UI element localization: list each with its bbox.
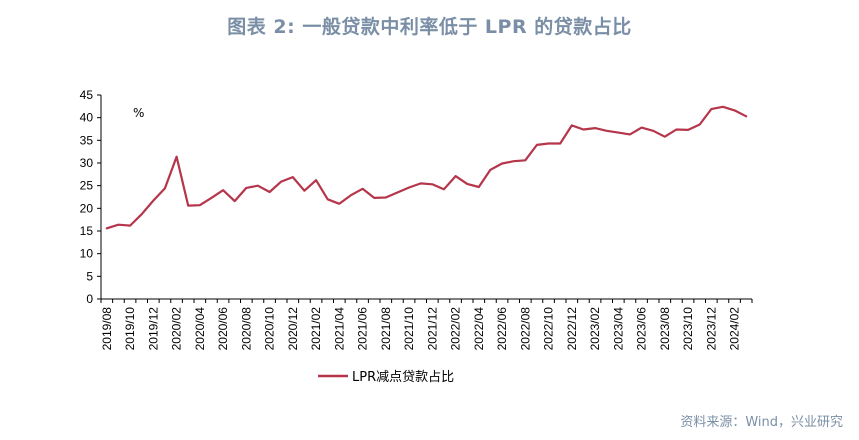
x-tick-label: 2022/04	[472, 307, 486, 351]
x-tick-label: 2023/06	[635, 307, 649, 351]
y-tick-label: 5	[86, 269, 93, 283]
x-tick-label: 2020/12	[286, 307, 300, 351]
x-tick-label: 2020/10	[263, 307, 277, 351]
x-tick-label: 2021/10	[402, 307, 416, 351]
x-tick-label: 2022/06	[495, 307, 509, 351]
x-tick-label: 2020/06	[216, 307, 230, 351]
y-unit-label: %	[133, 106, 144, 120]
x-tick-label: 2023/12	[704, 307, 718, 351]
y-tick-label: 10	[80, 247, 94, 261]
x-tick-label: 2021/02	[309, 307, 323, 351]
x-tick-label: 2019/08	[100, 307, 114, 351]
y-tick-label: 35	[80, 133, 94, 147]
y-tick-label: 45	[80, 88, 94, 102]
y-tick-label: 0	[86, 292, 93, 306]
chart-title: 图表 2: 一般贷款中利率低于 LPR 的贷款占比	[227, 16, 632, 38]
y-tick-label: 20	[80, 201, 94, 215]
y-tick-label: 15	[80, 224, 94, 238]
x-tick-label: 2021/08	[379, 307, 393, 351]
x-tick-label: 2023/10	[681, 307, 695, 351]
x-tick-label: 2021/06	[356, 307, 370, 351]
x-tick-label: 2023/08	[658, 307, 672, 351]
source-note: 资料来源：Wind，兴业研究	[680, 415, 843, 430]
y-tick-label: 30	[80, 156, 94, 170]
x-tick-label: 2024/02	[728, 307, 742, 351]
legend-label: LPR减点贷款占比	[352, 370, 454, 385]
series-line	[105, 105, 748, 230]
x-tick-label: 2023/02	[588, 307, 602, 351]
x-tick-label: 2020/08	[239, 307, 253, 351]
x-tick-label: 2020/04	[193, 307, 207, 351]
x-tick-label: 2020/02	[170, 307, 184, 351]
x-tick-label: 2021/04	[332, 307, 346, 351]
x-tick-label: 2022/08	[518, 307, 532, 351]
y-tick-label: 25	[80, 179, 94, 193]
y-tick-label: 40	[80, 111, 94, 125]
x-tick-label: 2022/12	[565, 307, 579, 351]
x-tick-label: 2022/02	[449, 307, 463, 351]
x-tick-label: 2019/12	[146, 307, 160, 351]
x-tick-label: 2021/12	[425, 307, 439, 351]
x-tick-label: 2022/10	[542, 307, 556, 351]
x-tick-label: 2023/04	[611, 307, 625, 351]
x-tick-label: 2019/10	[123, 307, 137, 351]
